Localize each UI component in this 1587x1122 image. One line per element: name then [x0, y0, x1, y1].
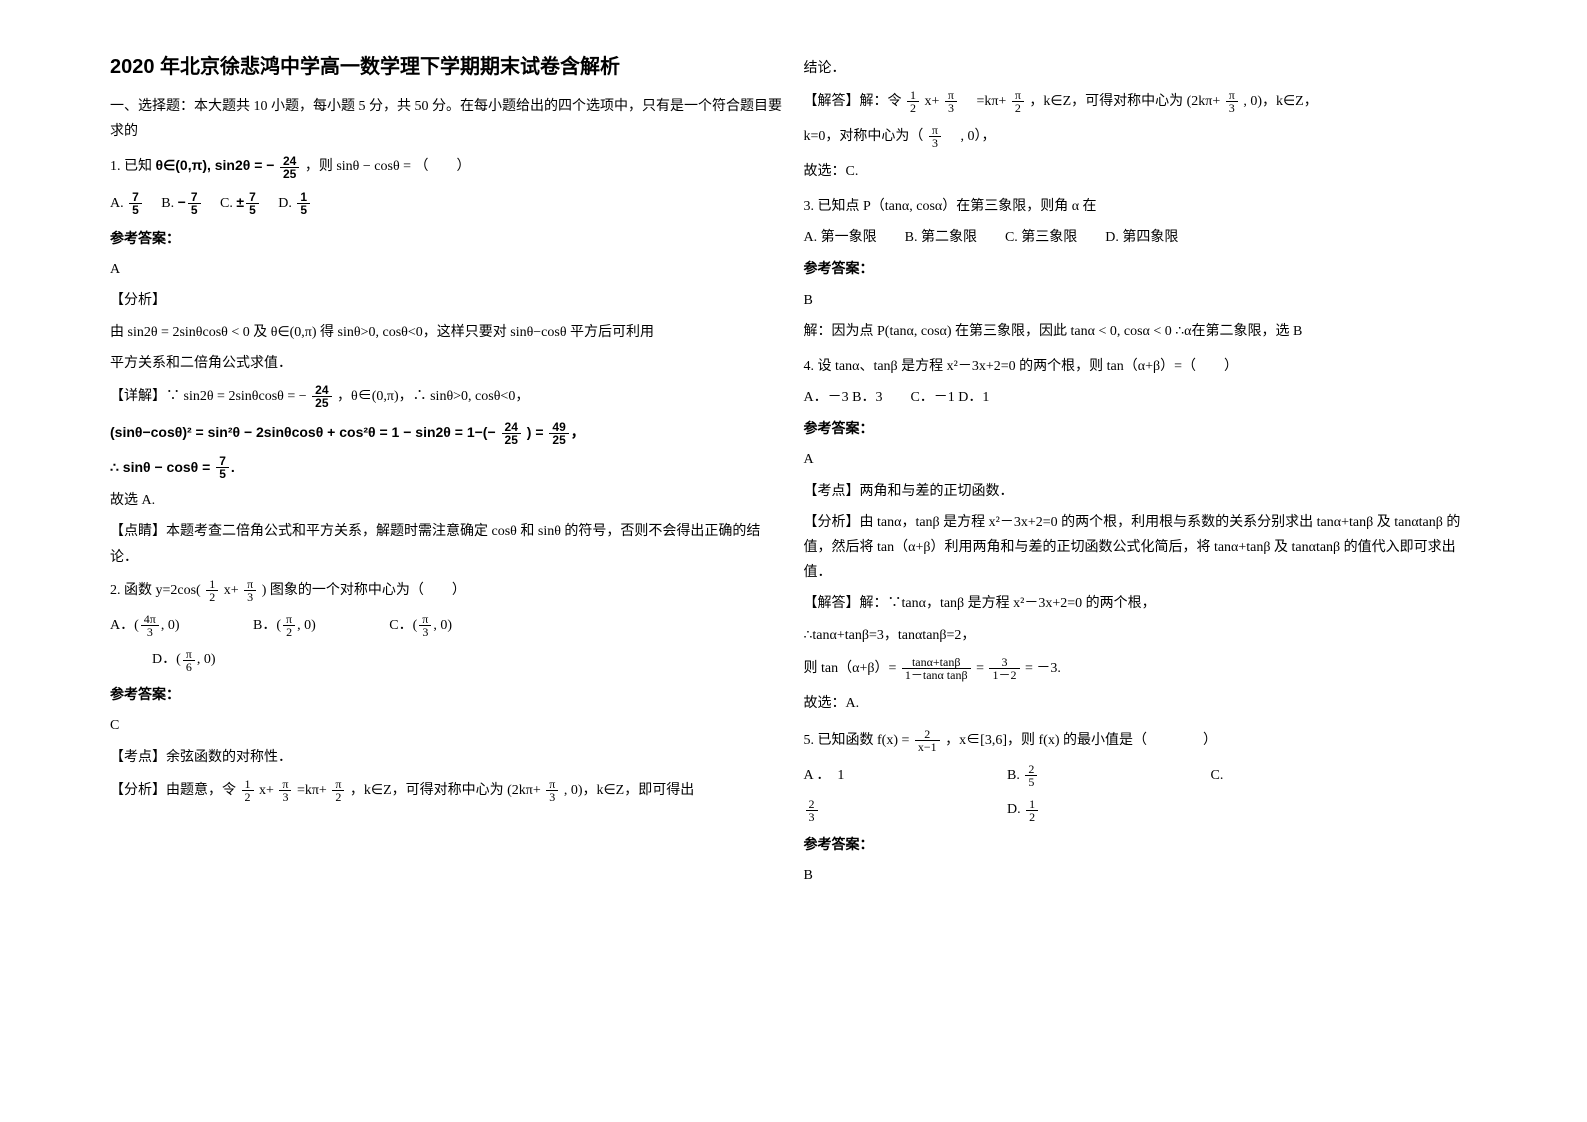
page-title: 2020 年北京徐悲鸿中学高一数学理下学期期末试卷含解析 [110, 50, 784, 79]
q1-math: θ∈(0,π), sin2θ = − [156, 157, 275, 173]
left-column: 2020 年北京徐悲鸿中学高一数学理下学期期末试卷含解析 一、选择题：本大题共 … [100, 50, 794, 1072]
q1-therefore: ∴ sinθ − cosθ = 75. [110, 452, 784, 483]
q2r-jieda: 【解答】解：令 12 x+ π3 =kπ+ π2 ，k∈Z，可得对称中心为 (2… [804, 87, 1478, 118]
q1-stem-pre: 1. 已知 [110, 159, 152, 174]
q5-ans-label: 参考答案： [804, 832, 1478, 857]
q4-jb: ∴tanα+tanβ=3，tanαtanβ=2， [804, 623, 1478, 648]
section-intro: 一、选择题：本大题共 10 小题，每小题 5 分，共 50 分。在每小题给出的四… [110, 94, 784, 144]
q2-ans-label: 参考答案： [110, 682, 784, 707]
q5-row1: A ． 1 B. 25 C. [804, 761, 1478, 792]
q1-dj: 【点睛】本题考查二倍角公式和平方关系，解题时需注意确定 cosθ 和 sinθ … [110, 519, 784, 569]
q1-fenxi: 【分析】 [110, 288, 784, 313]
q3-ans-label: 参考答案： [804, 256, 1478, 281]
q4-kd: 【考点】两角和与差的正切函数． [804, 479, 1478, 504]
q2-opts1: A．(4π3, 0) B．(π2, 0) C．(π3, 0) [110, 611, 784, 642]
q3-opts: A. 第一象限 B. 第二象限 C. 第三象限 D. 第四象限 [804, 225, 1478, 250]
q4-ja: 【解答】解：∵tanα，tanβ 是方程 x²－3x+2=0 的两个根， [804, 591, 1478, 616]
q1-f1-den: 25 [280, 168, 299, 180]
q2r-gux: 故选：C. [804, 159, 1478, 184]
q2-kd: 【考点】余弦函数的对称性． [110, 745, 784, 770]
q4-fenxi: 【分析】由 tanα，tanβ 是方程 x²－3x+2=0 的两个根，利用根与系… [804, 510, 1478, 586]
q1-gux: 故选 A. [110, 488, 784, 513]
q1-options: A. 75 B. −75 C. ±75 D. 15 [110, 187, 784, 220]
q5-stem: 5. 已知函数 f(x) = 2x−1 ，x∈[3,6]，则 f(x) 的最小值… [804, 726, 1478, 757]
q5-ans: B [804, 863, 1478, 888]
q1-xiangjie: 【详解】∵ sin2θ = 2sinθcosθ = − 2425 ，θ∈(0,π… [110, 382, 784, 413]
q4-jc: 则 tan（α+β）= tanα+tanβ1－tanα tanβ = 31－2 … [804, 654, 1478, 685]
q5-row2: 23 D. 12 [804, 795, 1478, 826]
q1-ans-label: 参考答案： [110, 226, 784, 251]
q1-l1b: 平方关系和二倍角公式求值． [110, 351, 784, 376]
q2-opts2: D．(π6, 0) [110, 645, 784, 676]
q4-ans-label: 参考答案： [804, 416, 1478, 441]
q1-l1a: 由 sin2θ = 2sinθcosθ < 0 及 θ∈(0,π) 得 sinθ… [110, 320, 784, 345]
right-column: 结论． 【解答】解：令 12 x+ π3 =kπ+ π2 ，k∈Z，可得对称中心… [794, 50, 1488, 1072]
q1-stem: 1. 已知 θ∈(0,π), sin2θ = − 24 25 ，则 sinθ −… [110, 150, 784, 183]
q2-fenxi: 【分析】由题意，令 12 x+ π3 =kπ+ π2 ，k∈Z，可得对称中心为 … [110, 776, 784, 807]
q3-stem: 3. 已知点 P（tanα, cosα）在第三象限，则角 α 在 [804, 194, 1478, 219]
q1-frac1: 24 25 [280, 155, 299, 180]
q4-stem: 4. 设 tanα、tanβ 是方程 x²－3x+2=0 的两个根，则 tan（… [804, 354, 1478, 379]
q2-stem: 2. 函数 y=2cos( 12 x+ π3 ) 图象的一个对称中心为（ ） [110, 576, 784, 607]
q4-ans: A [804, 447, 1478, 472]
q2r-jielun: 结论． [804, 56, 1478, 81]
q2-ans: C [110, 713, 784, 738]
q4-gux: 故选：A. [804, 691, 1478, 716]
q4-opts: A．－3 B．3 C．－1 D．1 [804, 385, 1478, 410]
q1-f1-num: 24 [280, 155, 299, 168]
q3-ans: B [804, 288, 1478, 313]
q1-expand: (sinθ−cosθ)² = sin²θ − 2sinθcosθ + cos²θ… [110, 417, 784, 448]
q1-ans: A [110, 257, 784, 282]
q3-jie: 解：因为点 P(tanα, cosα) 在第三象限，因此 tanα < 0, c… [804, 319, 1478, 344]
q1-stem-post: ，则 sinθ − cosθ = （ ） [305, 159, 471, 174]
q2r-l2: k=0，对称中心为（ π3 , 0）， [804, 122, 1478, 153]
